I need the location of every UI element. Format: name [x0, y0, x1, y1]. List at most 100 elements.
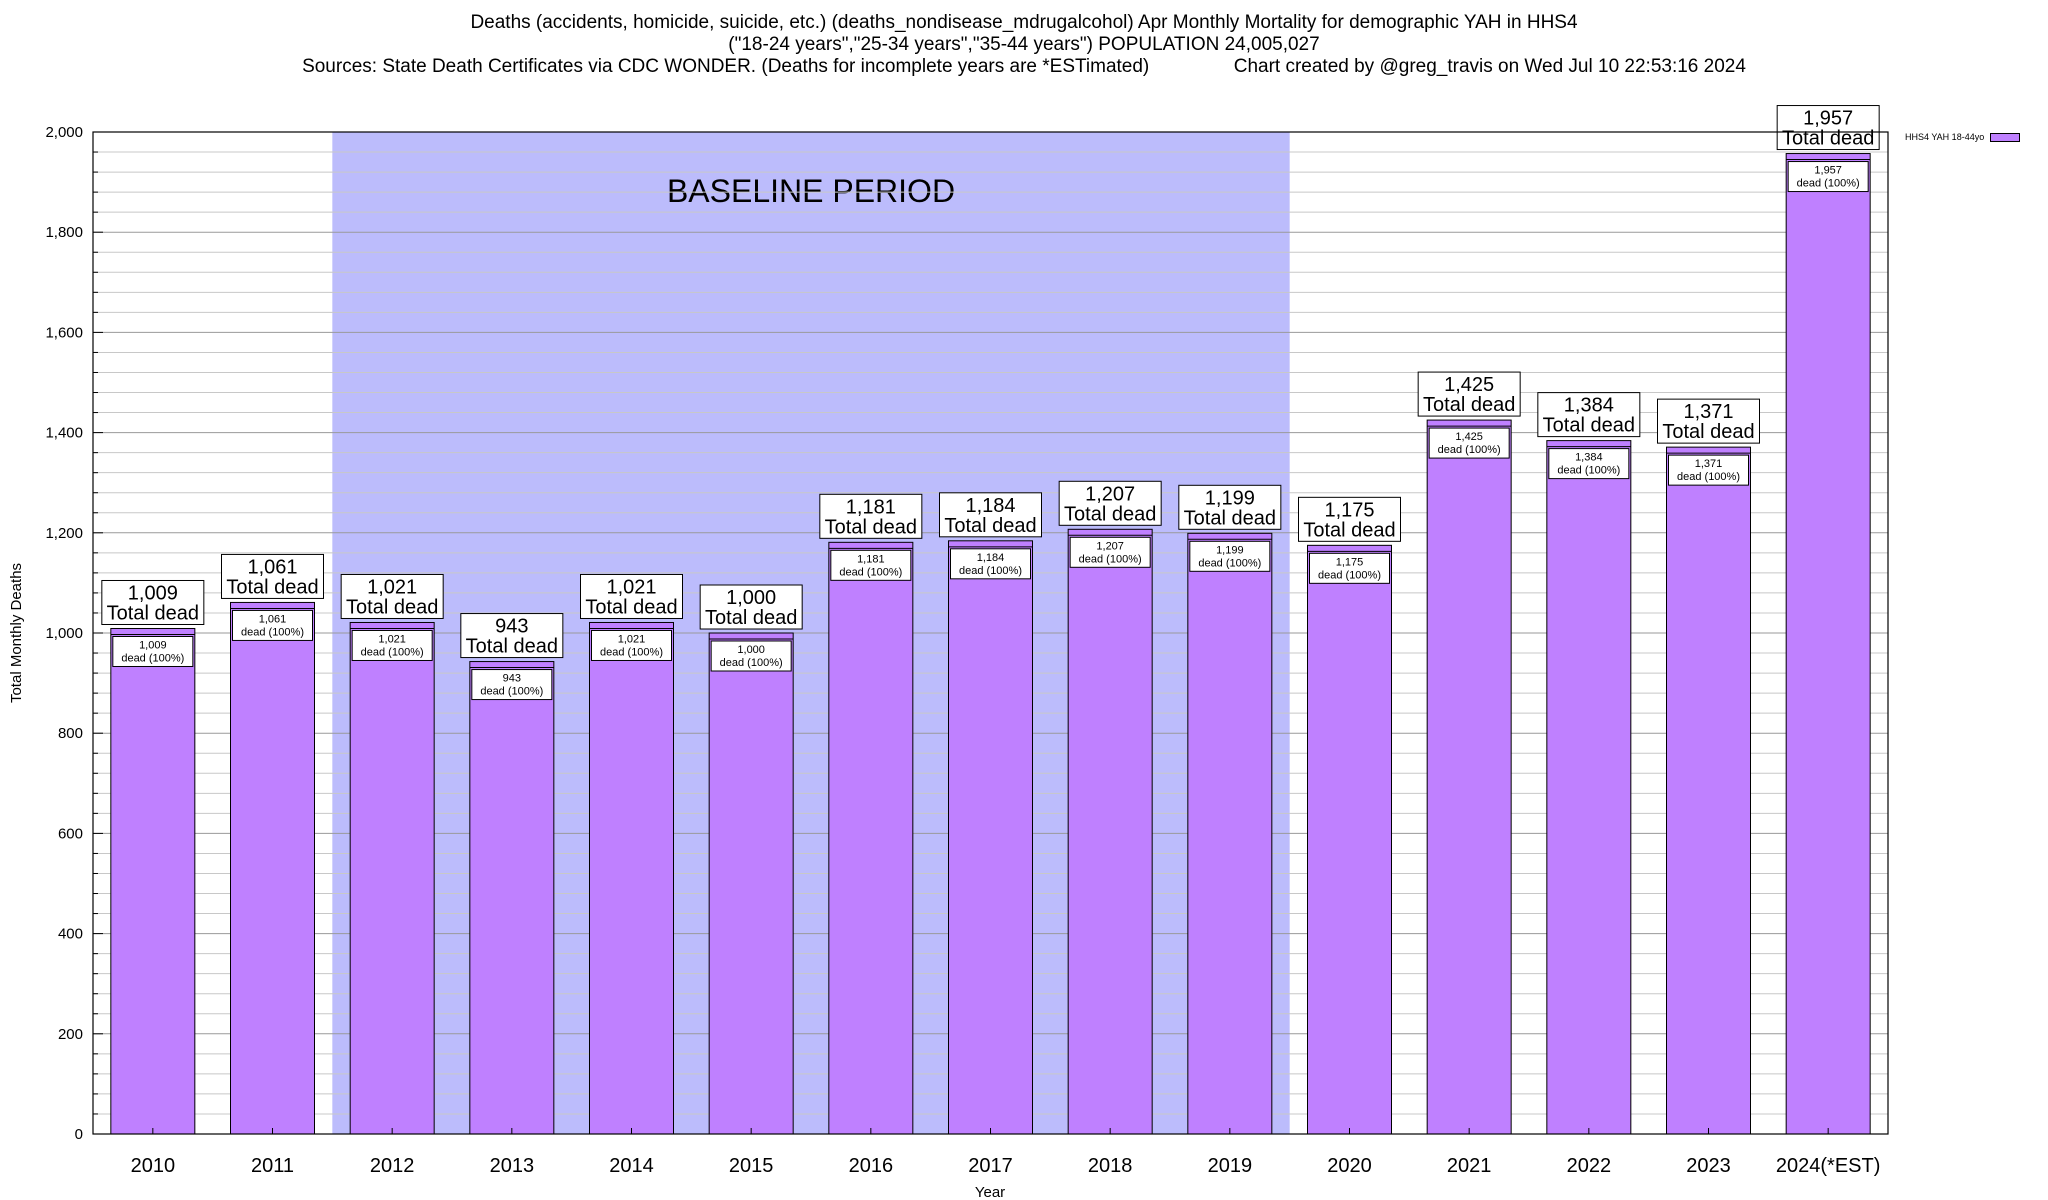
legend: HHS4 YAH 18-44yo	[1905, 132, 2021, 142]
x-tick-label: 2012	[370, 1155, 415, 1177]
total-label-box	[1058, 480, 1162, 526]
x-axis-title: Year	[975, 1184, 1005, 1200]
inner-label-box	[232, 609, 313, 641]
bar	[1307, 544, 1392, 1135]
bar	[708, 632, 794, 1135]
inner-label-box	[471, 669, 553, 701]
total-label-box	[1776, 105, 1880, 151]
inner-value-label: 1,184	[977, 552, 1005, 564]
x-tick-label: 2015	[729, 1155, 774, 1177]
inner-label-box	[112, 635, 194, 667]
x-tick-label: 2024(*EST)	[1776, 1155, 1881, 1177]
y-tick-label: 1,600	[45, 324, 83, 341]
total-dead-label: Total dead	[1662, 421, 1754, 443]
total-value-label: 1,009	[128, 582, 178, 604]
inner-percent-label: dead (100%)	[959, 565, 1022, 577]
total-label-box	[1657, 398, 1760, 444]
total-label-box	[1537, 392, 1641, 438]
total-value-label: 1,425	[1444, 374, 1494, 396]
title-line-2: ("18-24 years","25-34 years","35-44 year…	[728, 34, 1320, 55]
inner-value-label: 1,957	[1814, 165, 1842, 177]
total-value-label: 1,000	[726, 587, 776, 609]
total-dead-label: Total dead	[346, 596, 438, 618]
total-dead-label: Total dead	[1782, 128, 1874, 150]
x-tick-label: 2011	[251, 1155, 294, 1177]
bar	[110, 627, 196, 1135]
total-dead-label: Total dead	[585, 596, 677, 618]
title-line-3: Sources: State Death Certificates via CD…	[302, 56, 1746, 77]
x-tick-label: 2010	[131, 1155, 176, 1177]
total-dead-label: Total dead	[705, 607, 797, 629]
bar	[1785, 153, 1871, 1135]
inner-value-label: 1,175	[1336, 556, 1364, 568]
total-label-box	[1178, 484, 1282, 530]
inner-value-label: 1,181	[857, 553, 885, 565]
bar	[230, 601, 315, 1135]
inner-label-box	[830, 549, 912, 581]
inner-label-box	[1189, 540, 1271, 572]
inner-percent-label: dead (100%)	[1557, 465, 1620, 477]
inner-value-label: 1,021	[378, 633, 406, 645]
total-value-label: 1,181	[846, 496, 896, 518]
x-tick-label: 2017	[968, 1155, 1013, 1177]
bar	[828, 541, 914, 1135]
inner-value-label: 1,207	[1096, 540, 1124, 552]
inner-label-box	[1668, 454, 1749, 486]
y-tick-label: 0	[75, 1126, 83, 1143]
inner-value-label: 1,009	[139, 639, 167, 651]
inner-label-box	[1309, 552, 1390, 584]
y-tick-label: 1,000	[45, 625, 83, 642]
inner-percent-label: dead (100%)	[1079, 553, 1142, 565]
legend-swatch	[1990, 132, 2021, 142]
baseline-period-label: BASELINE PERIOD	[667, 173, 955, 209]
bar	[948, 540, 1033, 1135]
bar	[1426, 419, 1512, 1135]
total-label-box	[101, 579, 205, 625]
y-tick-label: 1,800	[45, 224, 83, 241]
inner-percent-label: dead (100%)	[1797, 178, 1860, 190]
inner-label-box	[1548, 448, 1630, 480]
total-label-box	[340, 573, 444, 619]
total-value-label: 1,021	[367, 576, 417, 598]
bar	[469, 661, 555, 1135]
inner-percent-label: dead (100%)	[1438, 444, 1501, 456]
legend-label: HHS4 YAH 18-44yo	[1905, 132, 1985, 142]
inner-value-label: 1,425	[1455, 431, 1483, 443]
inner-percent-label: dead (100%)	[361, 646, 424, 658]
y-tick-label: 800	[58, 725, 83, 742]
x-tick-label: 2016	[849, 1155, 894, 1177]
inner-value-label: 1,371	[1695, 458, 1723, 470]
x-tick-label: 2020	[1327, 1155, 1372, 1177]
inner-percent-label: dead (100%)	[121, 652, 184, 664]
bar	[1067, 528, 1153, 1135]
y-tick-label: 600	[58, 825, 83, 842]
total-dead-label: Total dead	[1423, 394, 1515, 416]
inner-percent-label: dead (100%)	[600, 646, 663, 658]
inner-label-box	[1787, 161, 1869, 193]
inner-value-label: 1,000	[737, 644, 765, 656]
x-tick-label: 2022	[1567, 1155, 1612, 1177]
inner-label-box	[710, 640, 792, 672]
total-dead-label: Total dead	[466, 636, 558, 658]
y-tick-label: 2,000	[45, 124, 83, 141]
y-tick-label: 200	[58, 1026, 83, 1043]
bar	[1187, 532, 1273, 1135]
total-value-label: 1,207	[1085, 483, 1135, 505]
inner-percent-label: dead (100%)	[480, 686, 543, 698]
total-value-label: 1,199	[1205, 487, 1255, 509]
total-label-box	[1298, 496, 1401, 542]
total-value-label: 1,957	[1803, 108, 1853, 130]
inner-percent-label: dead (100%)	[1318, 569, 1381, 581]
total-dead-label: Total dead	[226, 576, 318, 598]
y-tick-label: 1,400	[45, 425, 83, 442]
total-value-label: 1,384	[1564, 395, 1614, 417]
inner-value-label: 1,061	[259, 613, 287, 625]
total-label-box	[580, 573, 683, 619]
x-tick-label: 2013	[490, 1155, 535, 1177]
x-tick-label: 2021	[1447, 1155, 1492, 1177]
inner-value-label: 943	[503, 673, 521, 685]
inner-value-label: 1,021	[618, 633, 646, 645]
total-value-label: 1,184	[965, 495, 1015, 517]
inner-value-label: 1,384	[1575, 452, 1603, 464]
total-dead-label: Total dead	[1303, 519, 1395, 541]
